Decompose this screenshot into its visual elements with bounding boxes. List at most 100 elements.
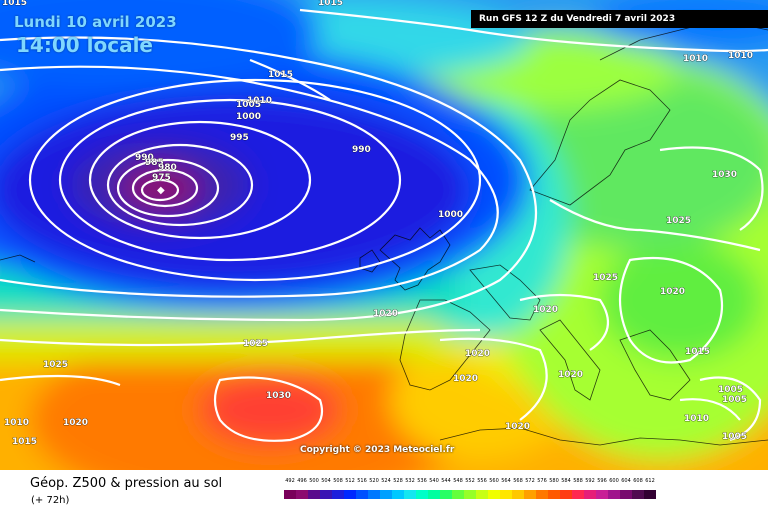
isobar-label-1025-a: 1025 <box>666 216 691 226</box>
forecast-date: Lundi 10 avril 2023 <box>14 13 177 31</box>
isobar-label-1015-c: 1015 <box>268 70 293 80</box>
isobar-label-1010-d: 1010 <box>684 414 709 424</box>
scale-tick-label: 552 <box>465 478 475 484</box>
isobar-label-1025-d: 1025 <box>43 360 68 370</box>
isobar-label-1020-c: 1020 <box>465 349 490 359</box>
scale-swatch <box>572 490 584 499</box>
coastlines <box>0 19 768 446</box>
isobar-label-980: 980 <box>158 163 177 173</box>
scale-swatch <box>608 490 620 499</box>
scale-tick-label: 584 <box>561 478 571 484</box>
scale-tick-label: 496 <box>297 478 307 484</box>
isobar-label-990-b: 990 <box>352 145 371 155</box>
scale-tick-label: 576 <box>537 478 547 484</box>
isobar-label-975: 975 <box>152 173 171 183</box>
isobar-label-1015-b: 1015 <box>318 0 343 8</box>
scale-swatch <box>392 490 404 499</box>
scale-tick-label: 604 <box>621 478 631 484</box>
scale-tick-label: 556 <box>477 478 487 484</box>
scale-swatch <box>440 490 452 499</box>
scale-swatch <box>296 490 308 499</box>
scale-swatch <box>452 490 464 499</box>
isobar-label-1020-g: 1020 <box>63 418 88 428</box>
isobar-label-1020-h: 1020 <box>505 422 530 432</box>
isobar-label-1010-e: 1010 <box>683 54 708 64</box>
scale-swatch <box>344 490 356 499</box>
scale-tick-label: 528 <box>393 478 403 484</box>
scale-swatch <box>332 490 344 499</box>
scale-tick-label: 564 <box>501 478 511 484</box>
isobar-label-990-a: 990 <box>135 153 154 163</box>
isobar-label-995: 995 <box>230 133 249 143</box>
copyright-text: Copyright © 2023 Meteociel.fr <box>300 445 455 455</box>
scale-tick-label: 568 <box>513 478 523 484</box>
forecast-lead-time: (+ 72h) <box>31 495 70 506</box>
scale-swatch <box>584 490 596 499</box>
isobar-label-1015-d: 1015 <box>685 347 710 357</box>
scale-swatch <box>620 490 632 499</box>
scale-tick-label: 500 <box>309 478 319 484</box>
scale-swatch <box>428 490 440 499</box>
isobar-label-1005-a: 1005 <box>236 100 261 110</box>
isobar-label-1020-d: 1020 <box>533 305 558 315</box>
color-scale-labels: 492 496 500 504 508 512 516 520 524 528 532 536 540 5… <box>284 478 656 484</box>
isobar-label-1020-f: 1020 <box>558 370 583 380</box>
scale-swatch <box>404 490 416 499</box>
scale-swatch <box>380 490 392 499</box>
isobar-label-1020-a: 1020 <box>660 287 685 297</box>
isobar-label-985: 985 <box>145 158 164 168</box>
scale-swatch <box>320 490 332 499</box>
scale-swatch <box>488 490 500 499</box>
isobar-label-1015-e: 1015 <box>12 437 37 447</box>
scale-swatch <box>524 490 536 499</box>
scale-tick-label: 536 <box>417 478 427 484</box>
scale-tick-label: 572 <box>525 478 535 484</box>
scale-swatch <box>644 490 656 499</box>
scale-tick-label: 608 <box>633 478 643 484</box>
isobar-label-1010-a: 1010 <box>247 96 272 106</box>
scale-swatch <box>356 490 368 499</box>
scale-tick-label: 560 <box>489 478 499 484</box>
scale-tick-label: 512 <box>345 478 355 484</box>
scale-tick-label: 596 <box>597 478 607 484</box>
scale-tick-label: 540 <box>429 478 439 484</box>
scale-tick-label: 544 <box>441 478 451 484</box>
scale-swatch <box>308 490 320 499</box>
isobar-label-1015-a: 1015 <box>2 0 27 8</box>
z500-color-field <box>0 0 768 470</box>
scale-swatch <box>536 490 548 499</box>
model-run-info: Run GFS 12 Z du Vendredi 7 avril 2023 <box>471 10 768 28</box>
scale-tick-label: 532 <box>405 478 415 484</box>
scale-tick-label: 504 <box>321 478 331 484</box>
isobar-label-1010-c: 1010 <box>4 418 29 428</box>
isobar-label-1005-d: 1005 <box>722 432 747 442</box>
scale-swatch <box>464 490 476 499</box>
scale-tick-label: 580 <box>549 478 559 484</box>
scale-swatch <box>284 490 296 499</box>
scale-swatch <box>596 490 608 499</box>
scale-swatch <box>512 490 524 499</box>
isobar-label-1025-b: 1025 <box>593 273 618 283</box>
forecast-time: 14:00 locale <box>16 33 153 57</box>
color-scale-bar <box>284 490 656 499</box>
scale-tick-label: 612 <box>645 478 655 484</box>
scale-tick-label: 508 <box>333 478 343 484</box>
scale-swatch <box>368 490 380 499</box>
geopotential-map: 1015 1015 1010 1005 1000 995 990 985 980… <box>0 0 768 470</box>
scale-tick-label: 524 <box>381 478 391 484</box>
isobar-label-1000-a: 1000 <box>236 112 261 122</box>
isobar-label-1020-b: 1020 <box>373 309 398 319</box>
scale-swatch <box>560 490 572 499</box>
isobar-label-1005-c: 1005 <box>722 395 747 405</box>
scale-tick-label: 548 <box>453 478 463 484</box>
scale-swatch <box>500 490 512 499</box>
isobar-label-1025-c: 1025 <box>243 339 268 349</box>
low-pressure-center-icon: ◆ <box>157 185 165 196</box>
map-panel: 1015 1015 1010 1005 1000 995 990 985 980… <box>0 0 768 470</box>
isobar-label-1030-a: 1030 <box>712 170 737 180</box>
scale-tick-label: 592 <box>585 478 595 484</box>
isobar-label-1010-b: 1010 <box>728 51 753 61</box>
isobar-label-1030-b: 1030 <box>266 391 291 401</box>
isobar-label-1000-b: 1000 <box>438 210 463 220</box>
isobar-lines <box>0 8 768 442</box>
